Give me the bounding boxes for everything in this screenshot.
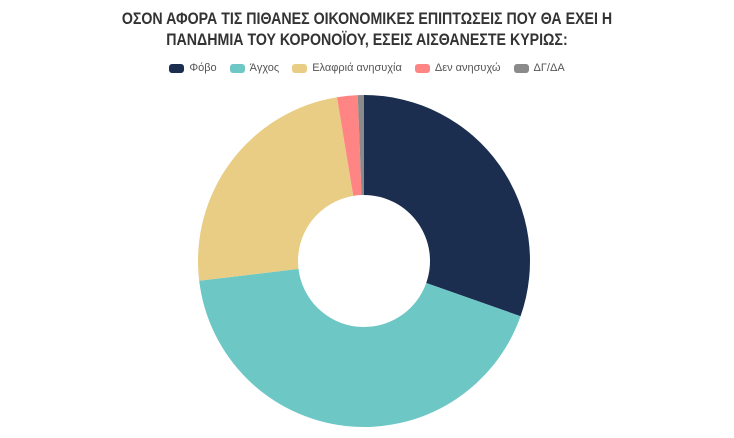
- legend-label-agxos: Άγχος: [249, 62, 280, 74]
- legend-item-agxos[interactable]: Άγχος: [229, 62, 280, 74]
- legend-swatch-den-anisyxo: [414, 63, 430, 73]
- donut-slice-2[interactable]: [199, 268, 521, 427]
- legend-swatch-elafria-anisyxia: [292, 63, 308, 73]
- chart-legend: Φόβο Άγχος Ελαφριά ανησυχία Δεν ανησυχώ …: [0, 62, 734, 74]
- legend-label-den-anisyxo: Δεν ανησυχώ: [434, 62, 501, 74]
- chart-title-line-2: ΠΑΝΔΗΜΙΑ ΤΟΥ ΚΟΡΟΝΟΪΟΥ, ΕΣΕΙΣ ΑΙΣΘΑΝΕΣΤΕ…: [166, 31, 568, 49]
- chart-title: ΟΣΟΝ ΑΦΟΡΑ ΤΙΣ ΠΙΘΑΝΕΣ ΟΙΚΟΝΟΜΙΚΕΣ ΕΠΙΠΤ…: [51, 9, 682, 51]
- chart-title-line-1: ΟΣΟΝ ΑΦΟΡΑ ΤΙΣ ΠΙΘΑΝΕΣ ΟΙΚΟΝΟΜΙΚΕΣ ΕΠΙΠΤ…: [121, 10, 613, 28]
- legend-label-elafria-anisyxia: Ελαφριά ανησυχία: [312, 62, 402, 74]
- legend-label-dg-da: ΔΓ/ΔΑ: [533, 62, 565, 74]
- legend-label-fovo: Φόβο: [189, 62, 217, 74]
- donut-slice-3[interactable]: [198, 97, 354, 281]
- legend-swatch-agxos: [229, 63, 245, 73]
- legend-swatch-dg-da: [513, 63, 529, 73]
- legend-item-elafria-anisyxia[interactable]: Ελαφριά ανησυχία: [292, 62, 402, 74]
- donut-slices: [198, 95, 531, 427]
- legend-item-den-anisyxo[interactable]: Δεν ανησυχώ: [414, 62, 501, 74]
- legend-item-dg-da[interactable]: ΔΓ/ΔΑ: [513, 62, 565, 74]
- donut-slice-4[interactable]: [337, 95, 362, 196]
- legend-item-fovo[interactable]: Φόβο: [169, 62, 217, 74]
- donut-slice-5[interactable]: [357, 95, 364, 196]
- legend-swatch-fovo: [169, 63, 185, 73]
- donut-slice-1[interactable]: [364, 95, 531, 317]
